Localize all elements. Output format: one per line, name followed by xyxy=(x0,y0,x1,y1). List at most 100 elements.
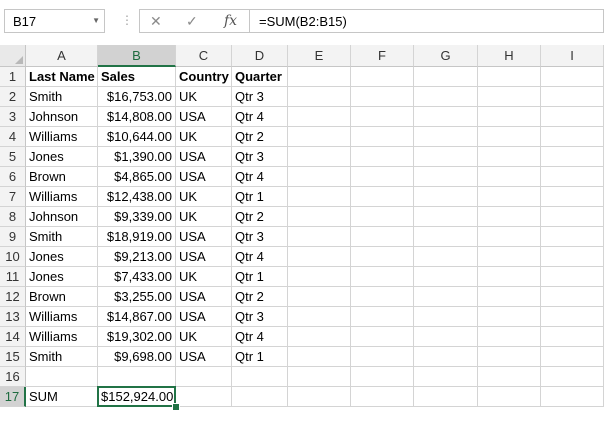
cell-c12[interactable]: USA xyxy=(176,287,232,307)
cell-a11[interactable]: Jones xyxy=(26,267,98,287)
cell-c13[interactable]: USA xyxy=(176,307,232,327)
cell-i5[interactable] xyxy=(541,147,604,167)
cell-b9[interactable]: $18,919.00 xyxy=(98,227,176,247)
row-header-7[interactable]: 7 xyxy=(0,187,26,207)
cell-b5[interactable]: $1,390.00 xyxy=(98,147,176,167)
cell-g4[interactable] xyxy=(414,127,478,147)
cell-f12[interactable] xyxy=(351,287,414,307)
cell-b1[interactable]: Sales xyxy=(98,67,176,87)
row-header-17[interactable]: 17 xyxy=(0,387,26,407)
cell-i4[interactable] xyxy=(541,127,604,147)
cell-f7[interactable] xyxy=(351,187,414,207)
cell-h2[interactable] xyxy=(478,87,541,107)
cell-a10[interactable]: Jones xyxy=(26,247,98,267)
cell-g10[interactable] xyxy=(414,247,478,267)
cell-a15[interactable]: Smith xyxy=(26,347,98,367)
cell-f2[interactable] xyxy=(351,87,414,107)
cell-i7[interactable] xyxy=(541,187,604,207)
cell-g7[interactable] xyxy=(414,187,478,207)
row-header-14[interactable]: 14 xyxy=(0,327,26,347)
cell-f1[interactable] xyxy=(351,67,414,87)
row-header-3[interactable]: 3 xyxy=(0,107,26,127)
cell-f9[interactable] xyxy=(351,227,414,247)
cell-e2[interactable] xyxy=(288,87,351,107)
cell-a2[interactable]: Smith xyxy=(26,87,98,107)
cell-a14[interactable]: Williams xyxy=(26,327,98,347)
cell-i10[interactable] xyxy=(541,247,604,267)
cell-g13[interactable] xyxy=(414,307,478,327)
cell-h13[interactable] xyxy=(478,307,541,327)
column-header-c[interactable]: C xyxy=(176,45,232,67)
column-header-e[interactable]: E xyxy=(288,45,351,67)
cell-a1[interactable]: Last Name xyxy=(26,67,98,87)
cell-d9[interactable]: Qtr 3 xyxy=(232,227,288,247)
row-header-2[interactable]: 2 xyxy=(0,87,26,107)
row-header-15[interactable]: 15 xyxy=(0,347,26,367)
cell-h6[interactable] xyxy=(478,167,541,187)
cell-g8[interactable] xyxy=(414,207,478,227)
cell-h9[interactable] xyxy=(478,227,541,247)
row-header-4[interactable]: 4 xyxy=(0,127,26,147)
cell-b7[interactable]: $12,438.00 xyxy=(98,187,176,207)
cell-d13[interactable]: Qtr 3 xyxy=(232,307,288,327)
cell-i17[interactable] xyxy=(541,387,604,407)
cell-e6[interactable] xyxy=(288,167,351,187)
row-header-10[interactable]: 10 xyxy=(0,247,26,267)
cell-a5[interactable]: Jones xyxy=(26,147,98,167)
cell-g12[interactable] xyxy=(414,287,478,307)
cell-h14[interactable] xyxy=(478,327,541,347)
cell-c15[interactable]: USA xyxy=(176,347,232,367)
cell-d16[interactable] xyxy=(232,367,288,387)
cell-c1[interactable]: Country xyxy=(176,67,232,87)
check-icon[interactable]: ✓ xyxy=(186,13,198,29)
cell-b12[interactable]: $3,255.00 xyxy=(98,287,176,307)
fill-handle[interactable] xyxy=(172,403,180,411)
cell-d1[interactable]: Quarter xyxy=(232,67,288,87)
cell-c10[interactable]: USA xyxy=(176,247,232,267)
cell-f16[interactable] xyxy=(351,367,414,387)
cell-c11[interactable]: UK xyxy=(176,267,232,287)
cell-g2[interactable] xyxy=(414,87,478,107)
cell-e10[interactable] xyxy=(288,247,351,267)
cell-h3[interactable] xyxy=(478,107,541,127)
cell-d14[interactable]: Qtr 4 xyxy=(232,327,288,347)
cell-c6[interactable]: USA xyxy=(176,167,232,187)
cell-c8[interactable]: UK xyxy=(176,207,232,227)
cell-e11[interactable] xyxy=(288,267,351,287)
cell-f3[interactable] xyxy=(351,107,414,127)
cell-e15[interactable] xyxy=(288,347,351,367)
cell-b10[interactable]: $9,213.00 xyxy=(98,247,176,267)
cell-g1[interactable] xyxy=(414,67,478,87)
cell-d4[interactable]: Qtr 2 xyxy=(232,127,288,147)
chevron-down-icon[interactable]: ▼ xyxy=(92,16,100,25)
cell-f17[interactable] xyxy=(351,387,414,407)
cell-g3[interactable] xyxy=(414,107,478,127)
cell-i16[interactable] xyxy=(541,367,604,387)
cell-b16[interactable] xyxy=(98,367,176,387)
cell-h4[interactable] xyxy=(478,127,541,147)
row-header-12[interactable]: 12 xyxy=(0,287,26,307)
cell-e17[interactable] xyxy=(288,387,351,407)
select-all-button[interactable] xyxy=(0,45,26,67)
cell-i11[interactable] xyxy=(541,267,604,287)
cell-a3[interactable]: Johnson xyxy=(26,107,98,127)
cell-b4[interactable]: $10,644.00 xyxy=(98,127,176,147)
row-header-6[interactable]: 6 xyxy=(0,167,26,187)
cell-f10[interactable] xyxy=(351,247,414,267)
cell-d5[interactable]: Qtr 3 xyxy=(232,147,288,167)
cell-c2[interactable]: UK xyxy=(176,87,232,107)
cell-f13[interactable] xyxy=(351,307,414,327)
cell-d10[interactable]: Qtr 4 xyxy=(232,247,288,267)
cell-g9[interactable] xyxy=(414,227,478,247)
cell-i8[interactable] xyxy=(541,207,604,227)
cell-h15[interactable] xyxy=(478,347,541,367)
cell-d11[interactable]: Qtr 1 xyxy=(232,267,288,287)
cell-f6[interactable] xyxy=(351,167,414,187)
column-header-i[interactable]: I xyxy=(541,45,604,67)
column-header-h[interactable]: H xyxy=(478,45,541,67)
cell-f4[interactable] xyxy=(351,127,414,147)
cell-c5[interactable]: USA xyxy=(176,147,232,167)
cell-g16[interactable] xyxy=(414,367,478,387)
cell-f11[interactable] xyxy=(351,267,414,287)
row-header-16[interactable]: 16 xyxy=(0,367,26,387)
